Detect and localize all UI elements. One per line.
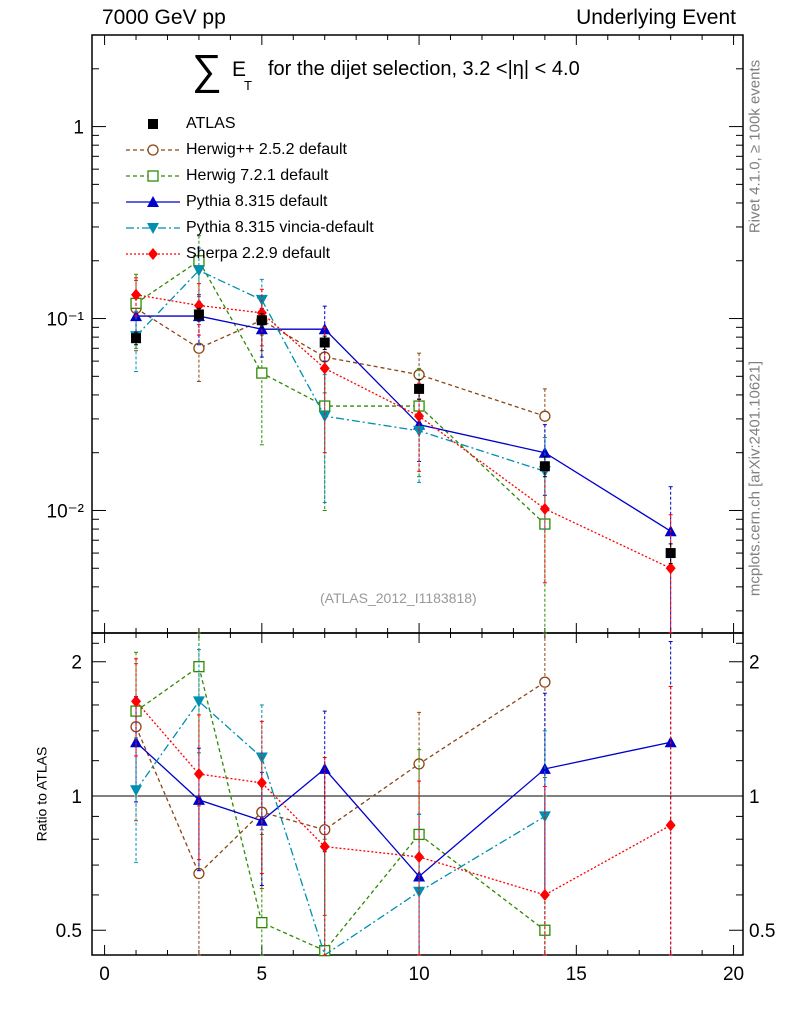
atlas-data-point <box>414 383 425 394</box>
legend-label-sherpa: Sherpa 2.2.9 default <box>186 245 331 262</box>
legend-label-pythia: Pythia 8.315 default <box>186 193 328 210</box>
series-4-main-line <box>135 294 671 569</box>
header-left: 7000 GeV pp <box>102 6 226 29</box>
series-1-ratio-point <box>256 916 268 929</box>
main-y-tick-label: 1 <box>73 118 84 139</box>
series-1-main-point <box>256 367 268 379</box>
series-3-main-line <box>135 269 546 472</box>
series-4-main-point <box>539 502 550 515</box>
title-text: for the dijet selection, 3.2 <|η| < 4.0 <box>268 58 580 80</box>
header-right: Underlying Event <box>576 6 736 29</box>
series-2-ratio-point <box>192 793 205 805</box>
series-0-main-point <box>193 342 205 354</box>
series-1-ratio-point <box>539 924 551 936</box>
series-0-ratio-point <box>413 758 425 770</box>
series-3-main-point <box>192 265 205 277</box>
ratio-y-tick-label-right: 2 <box>749 653 760 674</box>
series-1-ratio-line <box>135 665 546 952</box>
atlas-data-point <box>256 315 267 326</box>
series-3-main-point <box>318 411 331 423</box>
series-4-ratio-point <box>256 776 267 789</box>
atlas-data-point <box>665 548 676 559</box>
series-4-ratio-point <box>131 695 142 708</box>
mcplots-citation-label: mcplots.cern.ch [arXiv:2401.10621] <box>746 360 764 597</box>
rivet-version-label: Rivet 4.1.0, ≥ 100k events <box>746 59 764 234</box>
sum-symbol: ∑ <box>192 46 222 93</box>
x-tick-label: 5 <box>257 964 268 985</box>
series-4-main-point <box>193 299 204 312</box>
ratio-y-tick-label: 1 <box>71 787 82 808</box>
main-y-tick-label: 10⁻² <box>47 501 85 522</box>
series-0-ratio-point <box>539 676 551 688</box>
ratio-plot-frame <box>91 632 744 956</box>
analysis-reference: (ATLAS_2012_I1183818) <box>320 590 477 606</box>
ratio-y-tick-label-right: 1 <box>749 787 760 808</box>
ratio-y-tick-label-right: 0.5 <box>749 921 775 942</box>
series-2-main-line <box>136 315 672 532</box>
series-1-main-line <box>135 259 546 525</box>
series-3-ratio-line <box>135 700 546 957</box>
series-3-ratio-point <box>130 785 143 797</box>
ratio-y-tick-label: 2 <box>71 653 82 674</box>
series-4-main-point <box>414 410 425 423</box>
series-4-main-point <box>319 362 330 375</box>
series-2-main-point <box>255 323 268 335</box>
legend-label-atlas: ATLAS <box>186 115 236 132</box>
x-tick-label: 10 <box>409 964 430 985</box>
series-2-main-point <box>538 446 551 458</box>
series-4-ratio-point <box>665 819 676 832</box>
legend-marker-sherpa <box>126 248 180 260</box>
series-4-ratio-line <box>135 700 671 896</box>
series-3-ratio-point <box>192 696 205 708</box>
series-0-ratio-line <box>135 681 546 875</box>
atlas-data-point <box>193 309 204 320</box>
series-4-ratio-point <box>319 840 330 853</box>
atlas-data-point <box>319 337 330 348</box>
series-4-main-point <box>665 562 676 575</box>
legend-marker-pythia-vincia <box>126 223 180 234</box>
series-4-ratio-point <box>193 768 204 781</box>
atlas-data-point <box>539 461 550 472</box>
legend-marker-herwigpp <box>126 144 180 156</box>
ratio-y-tick-label: 0.5 <box>56 921 82 942</box>
x-tick-label: 0 <box>99 964 110 985</box>
legend-label-pythia-vincia: Pythia 8.315 vincia-default <box>186 219 374 236</box>
legend-label-herwigpp: Herwig++ 2.5.2 default <box>186 141 347 158</box>
series-0-main-point <box>539 410 551 422</box>
series-4-ratio-point <box>539 888 550 901</box>
series-4-main-point <box>131 288 142 301</box>
title-variable: E <box>232 58 247 81</box>
legend-label-herwig7: Herwig 7.2.1 default <box>186 167 329 184</box>
legend-marker-herwig7 <box>126 170 180 182</box>
legend-marker-atlas <box>148 119 158 129</box>
legend-marker-pythia <box>126 196 180 207</box>
series-3-main-point <box>413 425 426 437</box>
ratio-y-axis-label: Ratio to ATLAS <box>33 746 50 842</box>
series-4-ratio-point <box>414 850 425 863</box>
main-y-tick-label: 10⁻¹ <box>47 310 85 331</box>
x-tick-label: 20 <box>723 964 744 985</box>
title-variable-subscript: T <box>244 78 252 93</box>
x-tick-label: 15 <box>566 964 587 985</box>
atlas-data-point <box>131 333 142 344</box>
